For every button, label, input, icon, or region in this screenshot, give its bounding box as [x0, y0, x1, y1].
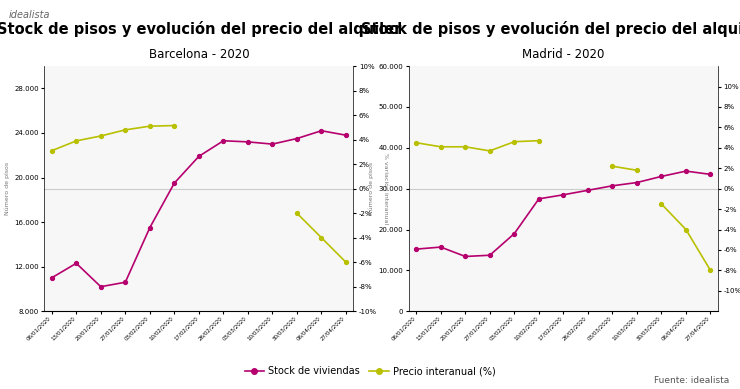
Legend: Stock de viviendas, Precio interanual (%): Stock de viviendas, Precio interanual (%…	[240, 363, 500, 380]
Text: Barcelona - 2020: Barcelona - 2020	[149, 47, 249, 61]
Text: Fuente: idealista: Fuente: idealista	[653, 376, 729, 385]
Text: idealista: idealista	[9, 10, 50, 20]
Y-axis label: Número de pisos: Número de pisos	[4, 162, 10, 215]
Y-axis label: % variación interanual: % variación interanual	[383, 153, 388, 224]
Text: Stock de pisos y evolución del precio del alquiler: Stock de pisos y evolución del precio de…	[361, 21, 740, 37]
Y-axis label: Número de pisos: Número de pisos	[369, 162, 374, 215]
Text: Stock de pisos y evolución del precio del alquiler: Stock de pisos y evolución del precio de…	[0, 21, 401, 37]
Text: Madrid - 2020: Madrid - 2020	[522, 47, 605, 61]
